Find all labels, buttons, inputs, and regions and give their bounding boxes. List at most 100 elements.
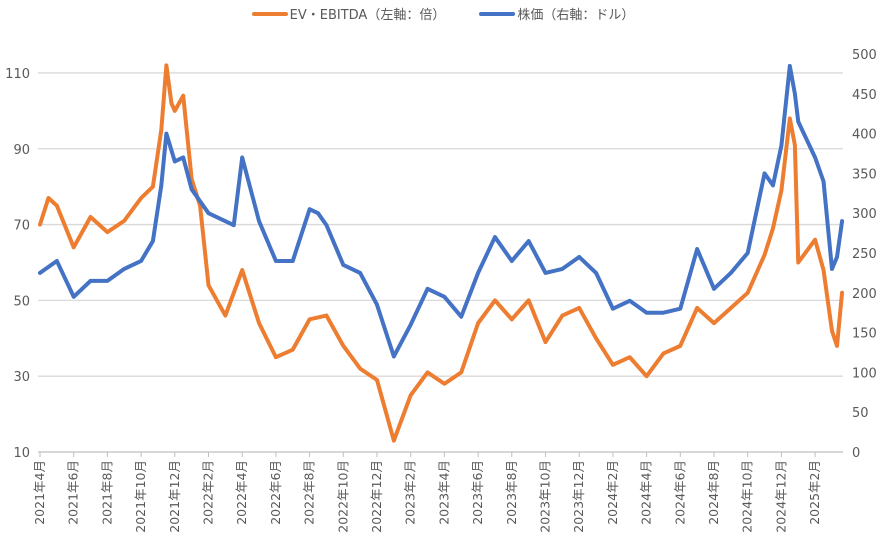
data-point-ev-ebitda: [206, 283, 211, 288]
data-point-stock-price: [543, 271, 548, 275]
data-point-stock-price: [425, 287, 430, 291]
right-axis-tick-label: 450: [852, 88, 877, 103]
series-lines: [38, 63, 845, 443]
data-point-stock-price: [459, 314, 464, 319]
data-point-ev-ebitda: [324, 313, 329, 318]
data-point-stock-price: [745, 251, 750, 255]
data-point-stock-price: [729, 271, 733, 275]
data-point-stock-price: [206, 211, 211, 215]
data-point-stock-price: [627, 298, 632, 303]
x-axis-tick-label: 2021年8月: [99, 460, 114, 525]
x-axis-tick-label: 2024年8月: [706, 460, 721, 525]
x-axis-tick-label: 2023年10月: [538, 460, 553, 533]
data-point-stock-price: [358, 271, 362, 275]
data-point-ev-ebitda: [796, 260, 801, 265]
series-stock-price: [38, 63, 845, 359]
data-point-ev-ebitda: [38, 222, 42, 227]
data-point-stock-price: [835, 255, 839, 259]
data-point-ev-ebitda: [577, 306, 581, 310]
data-point-ev-ebitda: [793, 143, 797, 147]
data-point-stock-price: [181, 155, 186, 160]
data-point-stock-price: [771, 183, 775, 188]
right-axis-tick-label: 200: [852, 287, 877, 302]
data-point-ev-ebitda: [821, 268, 826, 272]
legend-label-stock-price: 株価（右軸：ドル）: [517, 8, 635, 23]
data-point-ev-ebitda: [510, 317, 514, 322]
right-axis-tick-label: 350: [852, 167, 877, 182]
left-axis-ticks: 10 30 50 70 90 110: [5, 67, 30, 461]
data-point-stock-price: [189, 187, 194, 192]
x-axis-tick-label: 2021年10月: [133, 460, 148, 533]
data-point-stock-price: [164, 131, 169, 136]
data-point-ev-ebitda: [712, 321, 716, 325]
data-point-stock-price: [290, 259, 295, 263]
data-point-ev-ebitda: [307, 317, 312, 322]
data-point-stock-price: [762, 171, 767, 176]
data-point-stock-price: [577, 255, 581, 259]
data-point-ev-ebitda: [169, 101, 174, 106]
data-point-stock-price: [105, 279, 110, 283]
data-point-stock-price: [71, 294, 76, 299]
left-axis-tick-label: 50: [13, 294, 30, 309]
data-point-stock-price: [257, 219, 261, 223]
data-point-stock-price: [151, 239, 155, 243]
data-point-stock-price: [695, 247, 699, 251]
data-point-stock-price: [375, 302, 379, 307]
right-axis-tick-label: 250: [852, 247, 877, 262]
data-point-stock-price: [712, 287, 716, 291]
line-stock-price: [38, 63, 845, 359]
x-axis-tick-label: 2022年10月: [335, 460, 350, 533]
data-point-ev-ebitda: [139, 196, 143, 200]
left-axis-tick-label: 70: [13, 219, 30, 234]
data-point-ev-ebitda: [71, 245, 76, 250]
data-point-stock-price: [442, 294, 447, 299]
data-point-stock-price: [88, 279, 93, 283]
data-point-ev-ebitda: [392, 438, 396, 443]
data-point-ev-ebitda: [408, 393, 413, 397]
data-point-ev-ebitda: [240, 268, 244, 272]
data-point-stock-price: [830, 267, 834, 271]
x-axis-tick-label: 2023年2月: [403, 460, 418, 525]
left-axis-tick-label: 110: [5, 67, 30, 82]
data-point-stock-price: [476, 271, 480, 275]
chart-legend: EV・EBITDA（左軸：倍） 株価（右軸：ドル）: [0, 4, 886, 23]
x-axis-tick-label: 2021年12月: [167, 460, 182, 533]
data-point-ev-ebitda: [105, 230, 110, 234]
data-point-stock-price: [510, 259, 514, 263]
left-axis-tick-label: 30: [13, 370, 30, 385]
data-point-ev-ebitda: [644, 374, 649, 378]
data-point-stock-price: [793, 92, 797, 96]
data-point-ev-ebitda: [611, 363, 615, 367]
gridlines: [38, 72, 843, 453]
data-point-ev-ebitda: [835, 344, 839, 348]
data-point-stock-price: [55, 259, 59, 263]
right-axis-tick-label: 400: [852, 128, 877, 143]
x-axis-tick-label: 2022年12月: [369, 460, 384, 533]
right-axis-tick-label: 300: [852, 207, 877, 222]
data-point-ev-ebitda: [840, 291, 844, 295]
data-point-stock-price: [159, 183, 164, 188]
data-point-stock-price: [223, 219, 228, 223]
data-point-ev-ebitda: [55, 203, 59, 208]
data-point-stock-price: [139, 259, 143, 263]
right-axis-tick-label: 150: [852, 327, 877, 342]
data-point-stock-price: [813, 155, 817, 160]
data-point-ev-ebitda: [290, 347, 295, 352]
legend-item-ev-ebitda: EV・EBITDA（左軸：倍）: [251, 4, 445, 23]
left-axis-tick-label: 10: [13, 446, 30, 461]
data-point-ev-ebitda: [813, 237, 817, 242]
series-ev-ebitda: [38, 63, 845, 443]
x-axis-tick-label: 2024年2月: [605, 460, 620, 525]
data-point-stock-price: [788, 64, 792, 68]
data-point-stock-price: [240, 155, 244, 160]
data-point-stock-price: [274, 259, 278, 263]
data-point-stock-price: [38, 271, 42, 275]
data-point-stock-price: [392, 354, 396, 359]
data-point-stock-price: [408, 322, 413, 327]
data-point-stock-price: [644, 310, 649, 315]
data-point-stock-price: [594, 271, 598, 275]
x-axis-tick-label: 2021年6月: [66, 460, 81, 525]
data-point-ev-ebitda: [173, 109, 177, 113]
data-point-ev-ebitda: [442, 381, 447, 386]
data-point-ev-ebitda: [223, 313, 228, 318]
